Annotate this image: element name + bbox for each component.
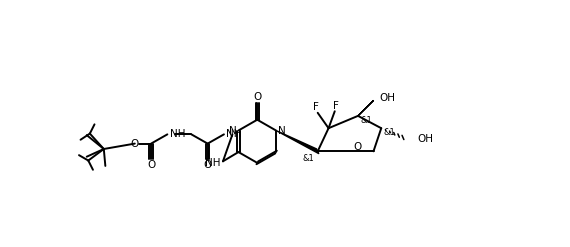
Text: F: F xyxy=(313,103,319,112)
Text: NH: NH xyxy=(205,158,221,168)
Text: NH: NH xyxy=(226,129,242,139)
Text: &1: &1 xyxy=(384,128,396,137)
Text: OH: OH xyxy=(380,93,396,103)
Text: N: N xyxy=(229,125,237,136)
Text: &1: &1 xyxy=(360,116,372,125)
Text: O: O xyxy=(131,139,139,149)
Text: O: O xyxy=(203,160,212,170)
Polygon shape xyxy=(358,100,373,116)
Text: F: F xyxy=(333,101,339,111)
Text: O: O xyxy=(147,160,155,170)
Text: NH: NH xyxy=(170,129,185,139)
Text: O: O xyxy=(253,92,262,103)
Text: OH: OH xyxy=(417,134,433,144)
Polygon shape xyxy=(276,130,319,154)
Text: N: N xyxy=(278,125,286,136)
Text: &1: &1 xyxy=(302,154,314,163)
Text: O: O xyxy=(353,143,361,152)
